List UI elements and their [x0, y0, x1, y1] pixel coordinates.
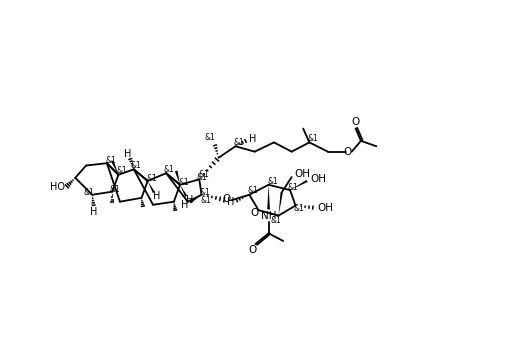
Text: O: O: [250, 208, 259, 218]
Text: &1: &1: [204, 133, 215, 142]
Text: &1: &1: [196, 173, 208, 182]
Text: &1: &1: [117, 167, 127, 176]
Text: H: H: [153, 191, 160, 201]
Polygon shape: [289, 180, 307, 190]
Text: H: H: [185, 195, 192, 205]
Text: &1: &1: [267, 177, 277, 186]
Text: &1: &1: [198, 170, 209, 179]
Text: &1: &1: [199, 188, 210, 197]
Text: &1: &1: [163, 165, 174, 174]
Text: &1: &1: [146, 174, 157, 183]
Polygon shape: [111, 160, 118, 175]
Text: H: H: [181, 200, 188, 210]
Polygon shape: [278, 192, 282, 215]
Text: O: O: [222, 194, 231, 204]
Text: H: H: [227, 197, 234, 208]
Text: O: O: [342, 146, 350, 157]
Text: &1: &1: [292, 204, 304, 213]
Text: &1: &1: [105, 157, 116, 165]
Polygon shape: [267, 185, 269, 209]
Text: &1: &1: [130, 161, 141, 170]
Text: O: O: [351, 117, 359, 127]
Text: NH: NH: [260, 211, 276, 220]
Text: OH: OH: [310, 174, 326, 183]
Text: &1: &1: [270, 216, 281, 225]
Text: H: H: [124, 149, 131, 159]
Text: &1: &1: [246, 186, 257, 195]
Text: &1: &1: [199, 196, 211, 205]
Text: &1: &1: [287, 183, 298, 192]
Text: &1: &1: [307, 134, 318, 143]
Text: &1: &1: [109, 185, 120, 194]
Polygon shape: [175, 171, 180, 185]
Text: O: O: [248, 245, 256, 255]
Text: H: H: [90, 207, 97, 217]
Text: HO: HO: [49, 182, 64, 192]
Text: OH: OH: [317, 203, 333, 213]
Polygon shape: [147, 181, 155, 193]
Text: &1: &1: [233, 138, 244, 147]
Polygon shape: [180, 185, 187, 197]
Text: H: H: [248, 134, 256, 144]
Text: OH: OH: [294, 169, 310, 179]
Text: &1: &1: [83, 188, 93, 197]
Text: &1: &1: [178, 178, 189, 187]
Polygon shape: [189, 195, 201, 204]
